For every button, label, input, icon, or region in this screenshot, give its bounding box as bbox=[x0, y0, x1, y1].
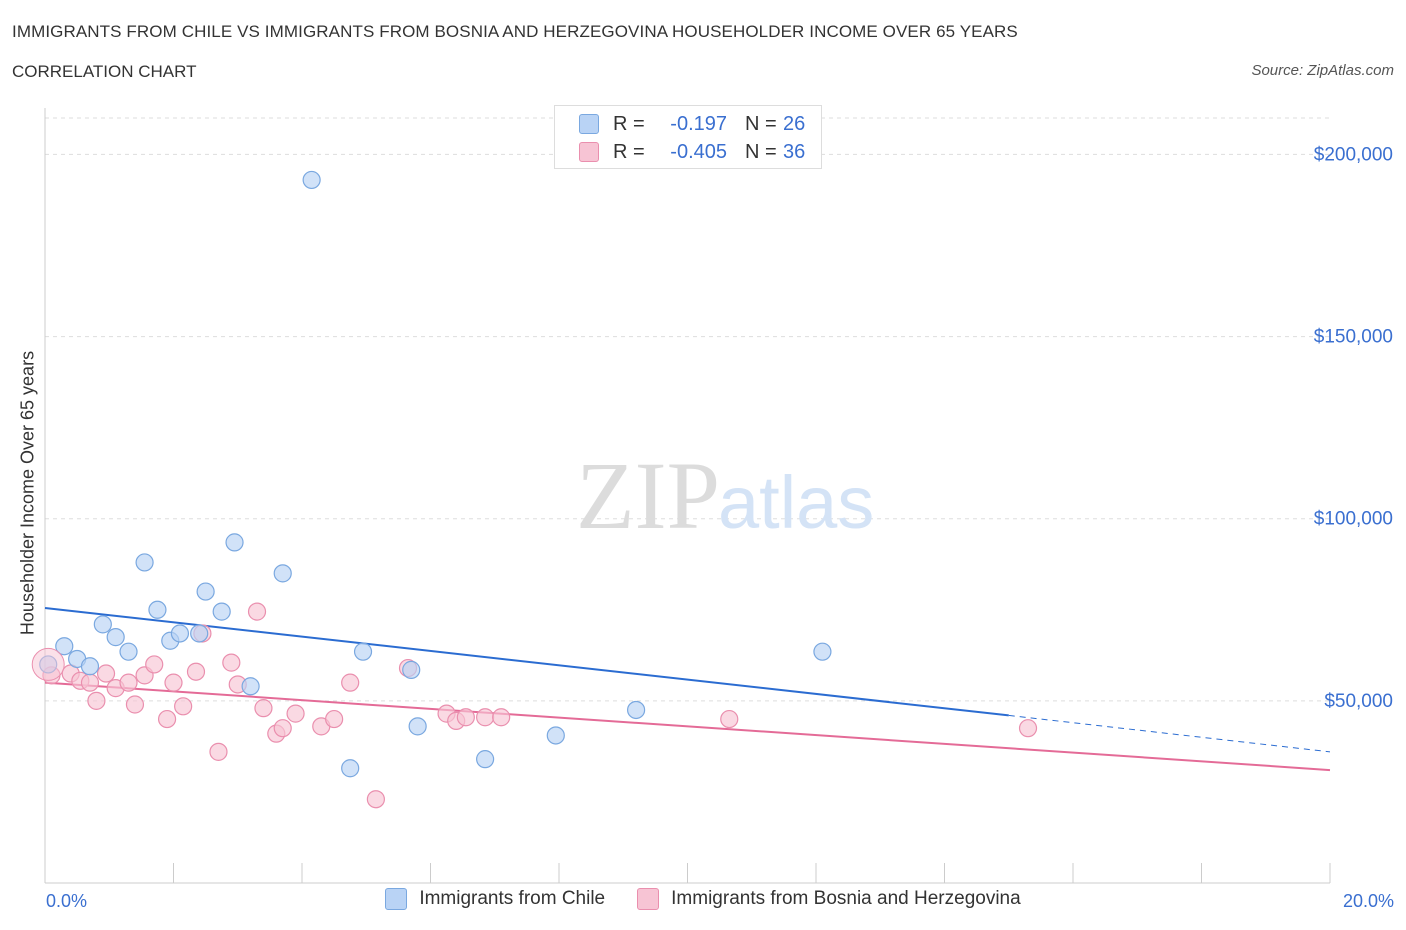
chart-subtitle: CORRELATION CHART bbox=[12, 62, 197, 81]
legend-n-value: 26 bbox=[783, 112, 806, 135]
trend-line-bosnia bbox=[44, 681, 1331, 772]
data-point-bosnia bbox=[145, 655, 164, 674]
data-point-chile bbox=[341, 759, 360, 778]
data-point-bosnia bbox=[366, 790, 385, 809]
y-tick-label: $50,000 bbox=[1324, 691, 1393, 712]
data-point-bosnia bbox=[174, 697, 193, 716]
data-point-chile bbox=[80, 657, 100, 676]
data-point-chile bbox=[55, 637, 74, 656]
series-swatch-bosnia bbox=[637, 888, 660, 910]
data-point-bosnia bbox=[164, 673, 183, 692]
data-point-chile bbox=[170, 624, 190, 643]
y-tick-label: $200,000 bbox=[1314, 144, 1393, 165]
series-legend-item-bosnia[interactable]: Immigrants from Bosnia and Herzegovina bbox=[637, 888, 1021, 910]
data-point-bosnia bbox=[720, 709, 739, 729]
legend-n-value: 36 bbox=[783, 140, 806, 163]
watermark-atlas: atlas bbox=[718, 461, 874, 544]
data-point-bosnia bbox=[80, 673, 100, 692]
data-point-chile bbox=[225, 533, 244, 552]
axes bbox=[44, 108, 1331, 884]
data-point-bosnia bbox=[186, 662, 206, 681]
legend-row-chile: R = -0.197 N = 26 bbox=[579, 111, 805, 137]
data-point-chile bbox=[241, 677, 260, 696]
data-point-bosnia bbox=[286, 704, 305, 723]
watermark-zip: ZIP bbox=[576, 442, 720, 549]
data-point-chile bbox=[273, 564, 292, 583]
data-point-chile bbox=[119, 642, 138, 661]
data-point-bosnia bbox=[476, 708, 495, 727]
y-tick-labels: $50,000 $100,000 $150,000 $200,000 bbox=[1314, 144, 1393, 711]
data-point-bosnia bbox=[1018, 719, 1038, 738]
legend-swatch-chile bbox=[579, 114, 599, 134]
data-point-chile bbox=[135, 553, 154, 572]
legend-r-value: -0.197 bbox=[670, 112, 727, 135]
data-point-chile bbox=[353, 642, 373, 661]
data-point-bosnia bbox=[273, 719, 292, 738]
legend-r-label: R = bbox=[613, 112, 645, 135]
data-point-chile bbox=[190, 624, 209, 643]
x-tick-label-max: 20.0% bbox=[1342, 891, 1394, 911]
data-point-chile bbox=[476, 750, 495, 769]
data-point-bosnia bbox=[87, 691, 106, 710]
data-point-bosnia bbox=[157, 709, 177, 729]
data-point-chile bbox=[813, 642, 832, 661]
data-point-cluster bbox=[31, 647, 65, 681]
data-points bbox=[31, 170, 1038, 809]
y-tick-label: $100,000 bbox=[1314, 509, 1393, 530]
data-point-chile bbox=[196, 582, 215, 601]
y-axis-label: Householder Income Over 65 years bbox=[17, 350, 38, 636]
legend-swatch-bosnia bbox=[579, 142, 599, 162]
data-point-bosnia bbox=[492, 708, 511, 727]
series-legend-item-chile[interactable]: Immigrants from Chile bbox=[385, 888, 605, 910]
data-point-chile bbox=[212, 602, 231, 621]
x-tick-label-min: 0.0% bbox=[46, 891, 88, 911]
data-point-chile bbox=[408, 717, 427, 736]
legend-r-label: R = bbox=[613, 140, 645, 163]
chart-title: IMMIGRANTS FROM CHILE VS IMMIGRANTS FROM… bbox=[12, 22, 1018, 41]
series-swatch-chile bbox=[385, 888, 408, 910]
data-point-bosnia bbox=[96, 664, 116, 683]
data-point-chile bbox=[93, 615, 112, 634]
data-point-chile bbox=[106, 628, 125, 647]
data-point-bosnia bbox=[125, 695, 145, 714]
grid-lines bbox=[45, 117, 1330, 702]
legend-r-value: -0.405 bbox=[670, 140, 727, 163]
data-point-chile bbox=[148, 600, 167, 619]
data-point-bosnia bbox=[325, 709, 344, 729]
series-label-chile: Immigrants from Chile bbox=[419, 888, 606, 909]
data-point-chile bbox=[546, 726, 565, 745]
data-point-bosnia bbox=[222, 653, 241, 672]
trend-line-chile bbox=[44, 606, 1009, 717]
source-label: Source: ZipAtlas.com bbox=[1251, 62, 1394, 79]
data-point-bosnia bbox=[456, 708, 475, 727]
trend-line-chile-extension bbox=[1008, 714, 1331, 753]
data-point-bosnia bbox=[254, 699, 273, 718]
legend-row-bosnia: R = -0.405 N = 36 bbox=[579, 139, 805, 165]
data-point-chile bbox=[626, 700, 646, 720]
data-point-bosnia bbox=[341, 673, 360, 692]
legend-n-label: N = bbox=[745, 140, 777, 163]
data-point-bosnia bbox=[209, 742, 228, 761]
data-point-chile bbox=[402, 660, 421, 679]
y-tick-label: $150,000 bbox=[1314, 327, 1393, 348]
legend-n-label: N = bbox=[745, 112, 777, 135]
series-label-bosnia: Immigrants from Bosnia and Herzegovina bbox=[671, 888, 1021, 909]
data-point-bosnia bbox=[247, 602, 267, 621]
correlation-legend: R = -0.197 N = 26 R = -0.405 N = 36 bbox=[554, 105, 822, 169]
data-point-bosnia bbox=[119, 673, 138, 692]
series-legend: Immigrants from Chile Immigrants from Bo… bbox=[0, 888, 1406, 910]
data-point-chile bbox=[302, 170, 321, 190]
